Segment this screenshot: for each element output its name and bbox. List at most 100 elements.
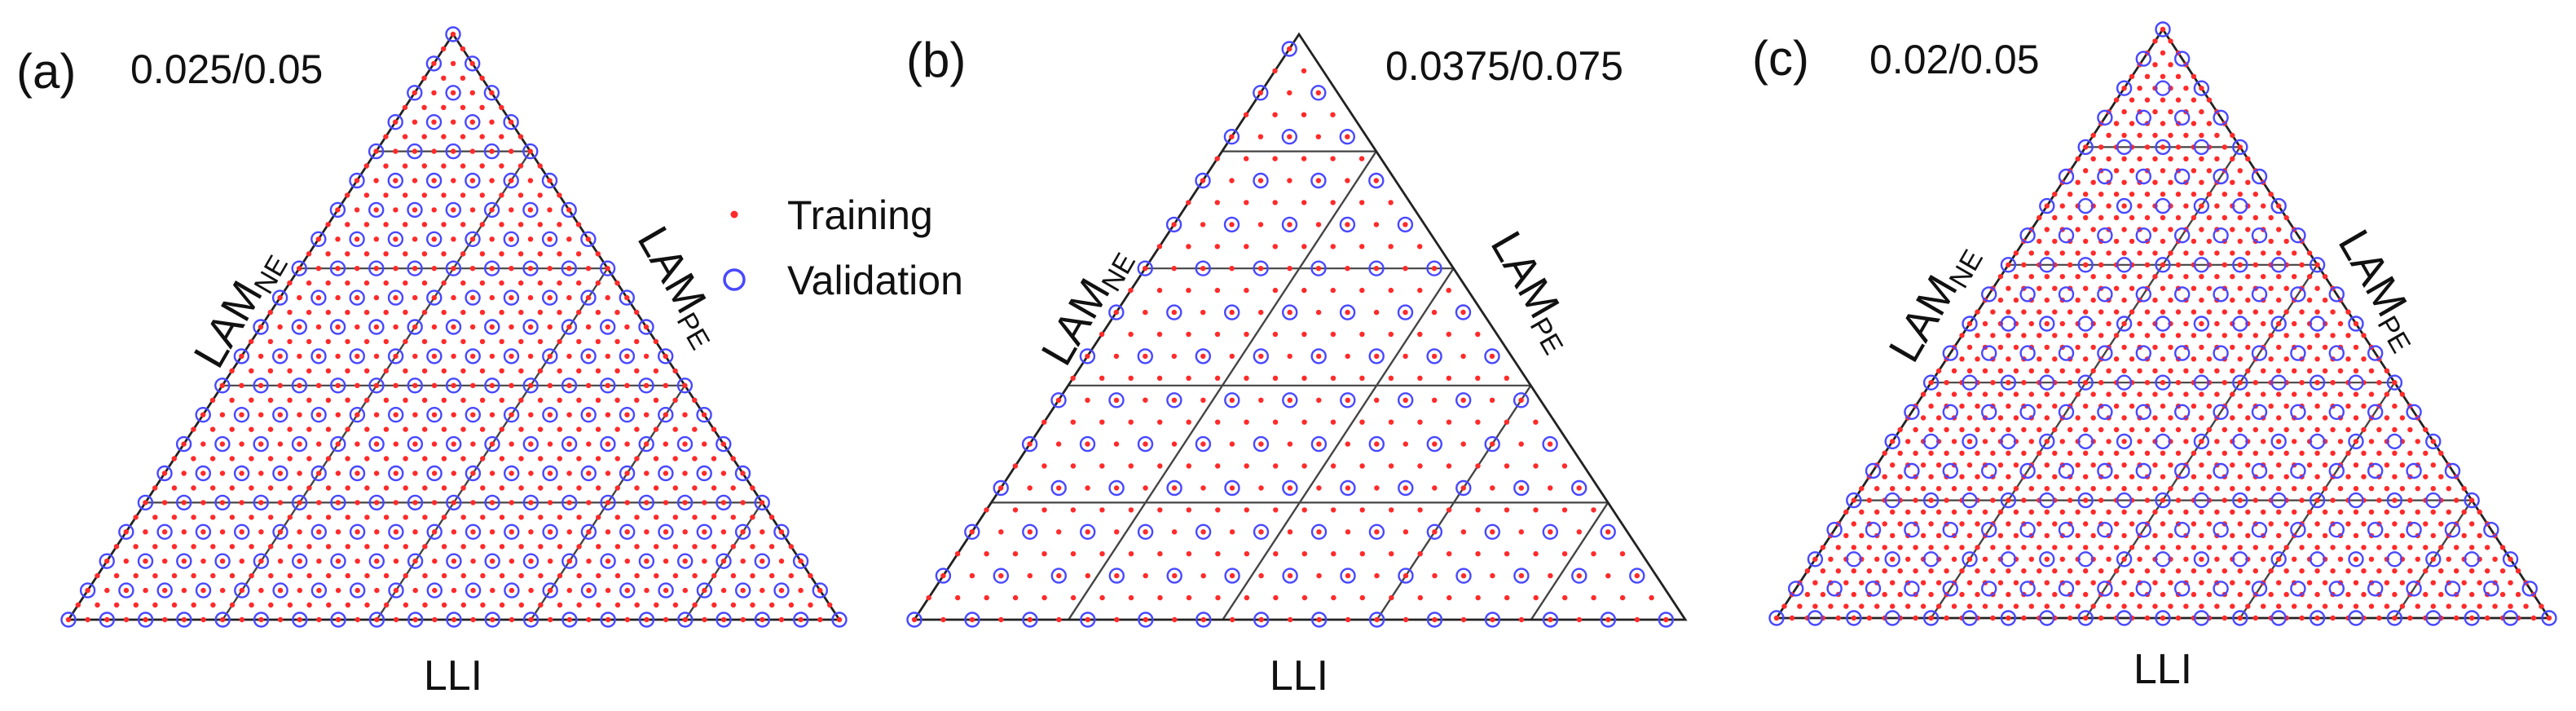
training-point (1345, 309, 1350, 316)
training-point (1591, 551, 1596, 557)
training-point (364, 544, 370, 550)
training-point (2067, 192, 2073, 197)
training-point (760, 616, 765, 623)
training-point (104, 616, 110, 623)
validation-point (503, 289, 520, 306)
training-point (740, 559, 746, 564)
training-point (2160, 144, 2166, 150)
training-point (1113, 485, 1120, 491)
training-point (1258, 309, 1264, 316)
training-point (2175, 333, 2182, 338)
training-point (421, 163, 427, 169)
validation-point (2135, 462, 2152, 479)
training-point (480, 456, 486, 461)
training-point (2283, 403, 2289, 409)
training-point (2129, 591, 2135, 598)
training-point (2106, 203, 2111, 209)
training-point (200, 412, 206, 417)
training-point (2292, 250, 2297, 256)
training-point (441, 572, 447, 579)
training-point (2206, 568, 2213, 574)
training-point (345, 251, 350, 257)
training-point (509, 587, 515, 594)
training-point (1186, 244, 1191, 250)
training-point (335, 587, 341, 594)
training-point (586, 587, 592, 594)
training-point (335, 616, 341, 623)
training-point (1935, 509, 1942, 515)
training-point (1959, 591, 1965, 598)
validation-point (716, 435, 732, 453)
training-point (2345, 403, 2351, 409)
training-point (2477, 580, 2482, 585)
training-point (431, 119, 437, 125)
training-point (509, 500, 514, 506)
training-point (2075, 532, 2081, 539)
validation-point (1281, 216, 1298, 233)
panel-a-training-points (65, 31, 843, 623)
training-point (431, 324, 438, 330)
training-point (566, 500, 572, 506)
training-point (2137, 486, 2142, 492)
training-point (2214, 603, 2220, 609)
training-point (306, 309, 312, 316)
training-point (1359, 200, 1365, 205)
training-point (460, 134, 466, 139)
training-point (672, 572, 679, 579)
training-point (2214, 556, 2220, 562)
training-point (1359, 551, 1366, 557)
training-point (954, 551, 961, 557)
training-point (1518, 485, 1525, 491)
training-point (624, 587, 630, 594)
training-point (181, 559, 187, 564)
validation-point (2155, 433, 2171, 450)
training-point (1374, 441, 1380, 447)
training-point (1982, 556, 1988, 562)
training-point (2013, 297, 2019, 303)
validation-point (484, 553, 500, 569)
training-point (1548, 485, 1553, 491)
training-point (1345, 485, 1351, 491)
training-point (2477, 509, 2482, 515)
training-point (2237, 262, 2243, 267)
training-point (113, 544, 120, 550)
training-point (335, 500, 341, 506)
training-point (1359, 287, 1365, 294)
validation-point (1340, 392, 1356, 408)
training-point (2028, 274, 2034, 280)
training-point (412, 616, 418, 623)
training-point (538, 572, 544, 579)
validation-point (465, 55, 481, 72)
training-point (760, 529, 765, 535)
training-point (489, 119, 495, 125)
training-point (1200, 573, 1206, 579)
training-point (489, 266, 495, 272)
training-point (431, 441, 438, 447)
training-point (393, 266, 399, 272)
validation-point (2213, 581, 2229, 597)
training-point (2430, 462, 2436, 468)
training-point (1402, 529, 1409, 535)
training-point (2330, 615, 2336, 621)
training-point (2144, 333, 2151, 338)
validation-point (2328, 522, 2345, 538)
training-point (2152, 156, 2158, 161)
validation-point (2116, 80, 2133, 96)
training-point (624, 382, 630, 388)
validation-point (2193, 197, 2210, 214)
validation-point (407, 494, 424, 511)
training-point (2144, 380, 2151, 386)
validation-point (446, 435, 462, 453)
training-point (1301, 507, 1307, 513)
training-point (1920, 462, 1926, 468)
training-point (489, 148, 495, 154)
training-point (808, 572, 813, 579)
training-point (1928, 568, 1934, 574)
validation-point (1768, 610, 1785, 626)
training-point (663, 382, 668, 388)
training-point (634, 426, 640, 432)
validation-point (2232, 316, 2248, 332)
training-point (720, 587, 727, 594)
validation-point (349, 348, 365, 364)
training-point (1417, 331, 1423, 338)
